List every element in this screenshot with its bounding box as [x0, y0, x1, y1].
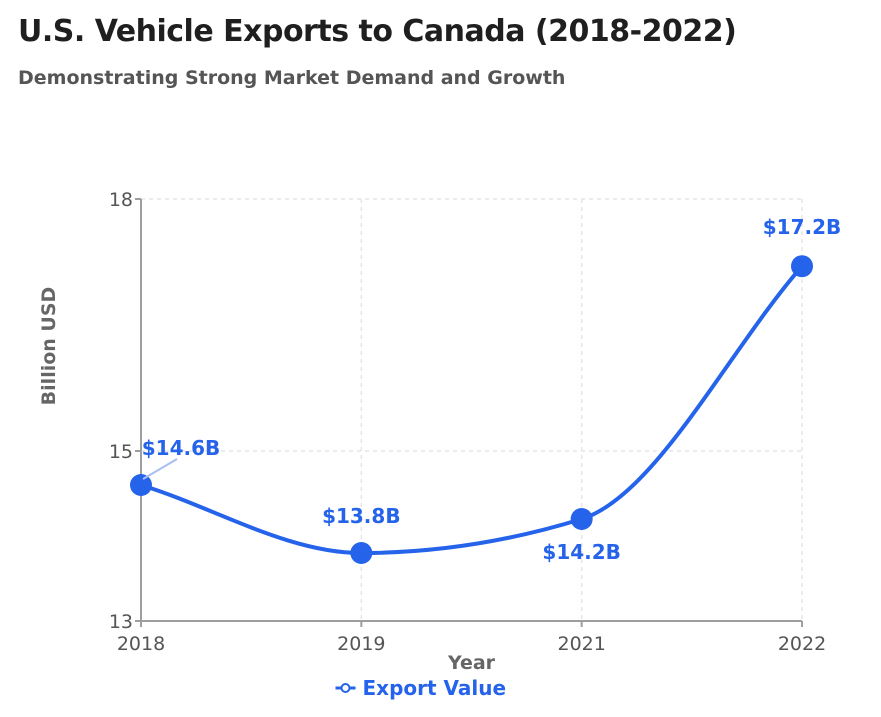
data-label-2021: $14.2B [542, 540, 621, 564]
data-labels: $14.6B $13.8B $14.2B $17.2B [142, 215, 842, 564]
data-point-2018[interactable] [130, 474, 152, 496]
data-label-leader-2018 [142, 458, 178, 480]
x-tick-label-2018: 2018 [117, 633, 165, 655]
grid-lines [140, 198, 803, 622]
data-label-2022: $17.2B [763, 215, 842, 239]
x-tick-label-2022: 2022 [778, 633, 826, 655]
data-label-2019: $13.8B [322, 504, 401, 528]
y-tick-label-18: 18 [109, 189, 133, 211]
legend-label-export-value[interactable]: Export Value [363, 676, 507, 700]
legend[interactable]: Export Value [335, 676, 507, 700]
chart-subtitle: Demonstrating Strong Market Demand and G… [18, 67, 566, 89]
data-label-2018: $14.6B [142, 436, 221, 460]
series-line-export-value [139, 264, 804, 556]
series-export-value [130, 255, 813, 564]
x-tick-label-2019: 2019 [337, 633, 385, 655]
x-axis-title: Year [447, 652, 496, 674]
data-point-2021[interactable] [570, 508, 593, 530]
x-tick-label-2021: 2021 [557, 633, 605, 655]
data-point-2019[interactable] [350, 542, 373, 564]
chart-title: U.S. Vehicle Exports to Canada (2018-202… [18, 14, 737, 49]
y-tick-label-15: 15 [109, 441, 133, 463]
axes: 13 15 18 2018 2019 2021 2022 Year Billion USD [38, 189, 826, 674]
legend-marker-icon [340, 683, 351, 693]
y-tick-label-13: 13 [109, 611, 133, 633]
y-axis-title: Billion USD [38, 287, 60, 406]
data-point-2022[interactable] [791, 255, 813, 278]
